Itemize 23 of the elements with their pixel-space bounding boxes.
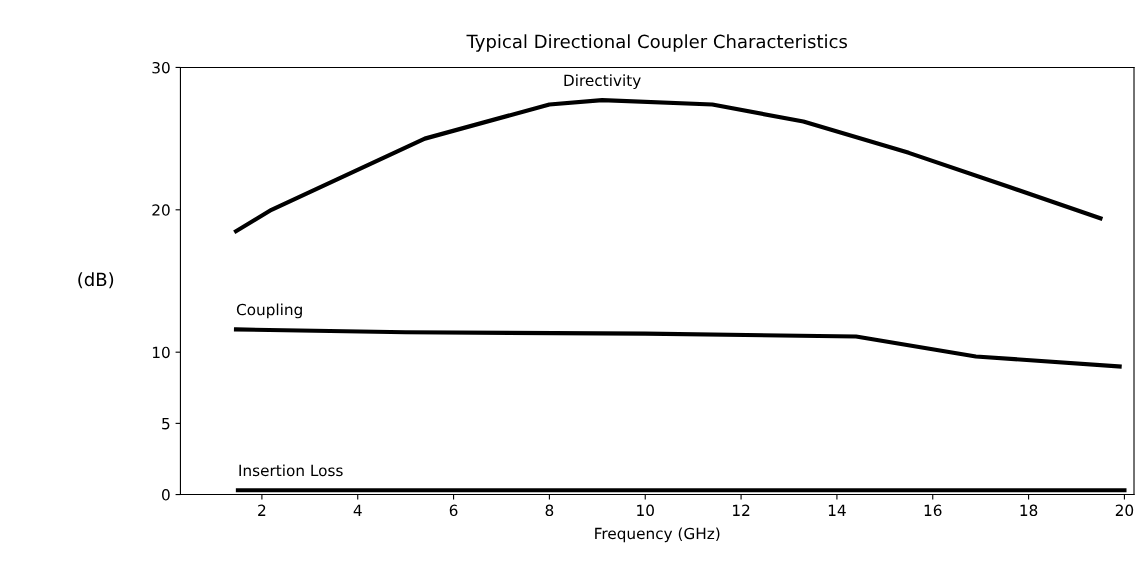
x-tick-label: 16 [924, 504, 942, 517]
x-tick-label: 6 [449, 504, 458, 517]
x-tick-label: 14 [828, 504, 846, 516]
x-tick-label: 12 [733, 504, 750, 516]
line-series [233, 327, 1122, 369]
line-series [233, 98, 1103, 234]
y-tick-label: 10 [152, 346, 170, 359]
x-axis-title: Frequency (GHz) [595, 527, 720, 543]
x-tick-label: 2 [258, 504, 266, 516]
y-tick-label: 0 [162, 489, 170, 501]
y-tick-label: 5 [162, 418, 170, 430]
y-axis-title: (dB) [78, 272, 114, 289]
y-tick-label: 20 [152, 204, 170, 216]
series-label: Insertion Loss [239, 464, 343, 477]
x-tick-label: 18 [1020, 504, 1038, 517]
x-tick-label: 8 [545, 504, 554, 517]
y-tick-label: 30 [152, 61, 170, 74]
x-tick-label: 10 [637, 504, 654, 517]
series-label: Directivity [564, 74, 641, 90]
chart-title: Typical Directional Coupler Characteristics [466, 34, 848, 52]
x-tick-label: 4 [353, 504, 362, 516]
series-label: Coupling [236, 303, 302, 319]
x-tick-label: 20 [1115, 504, 1134, 517]
